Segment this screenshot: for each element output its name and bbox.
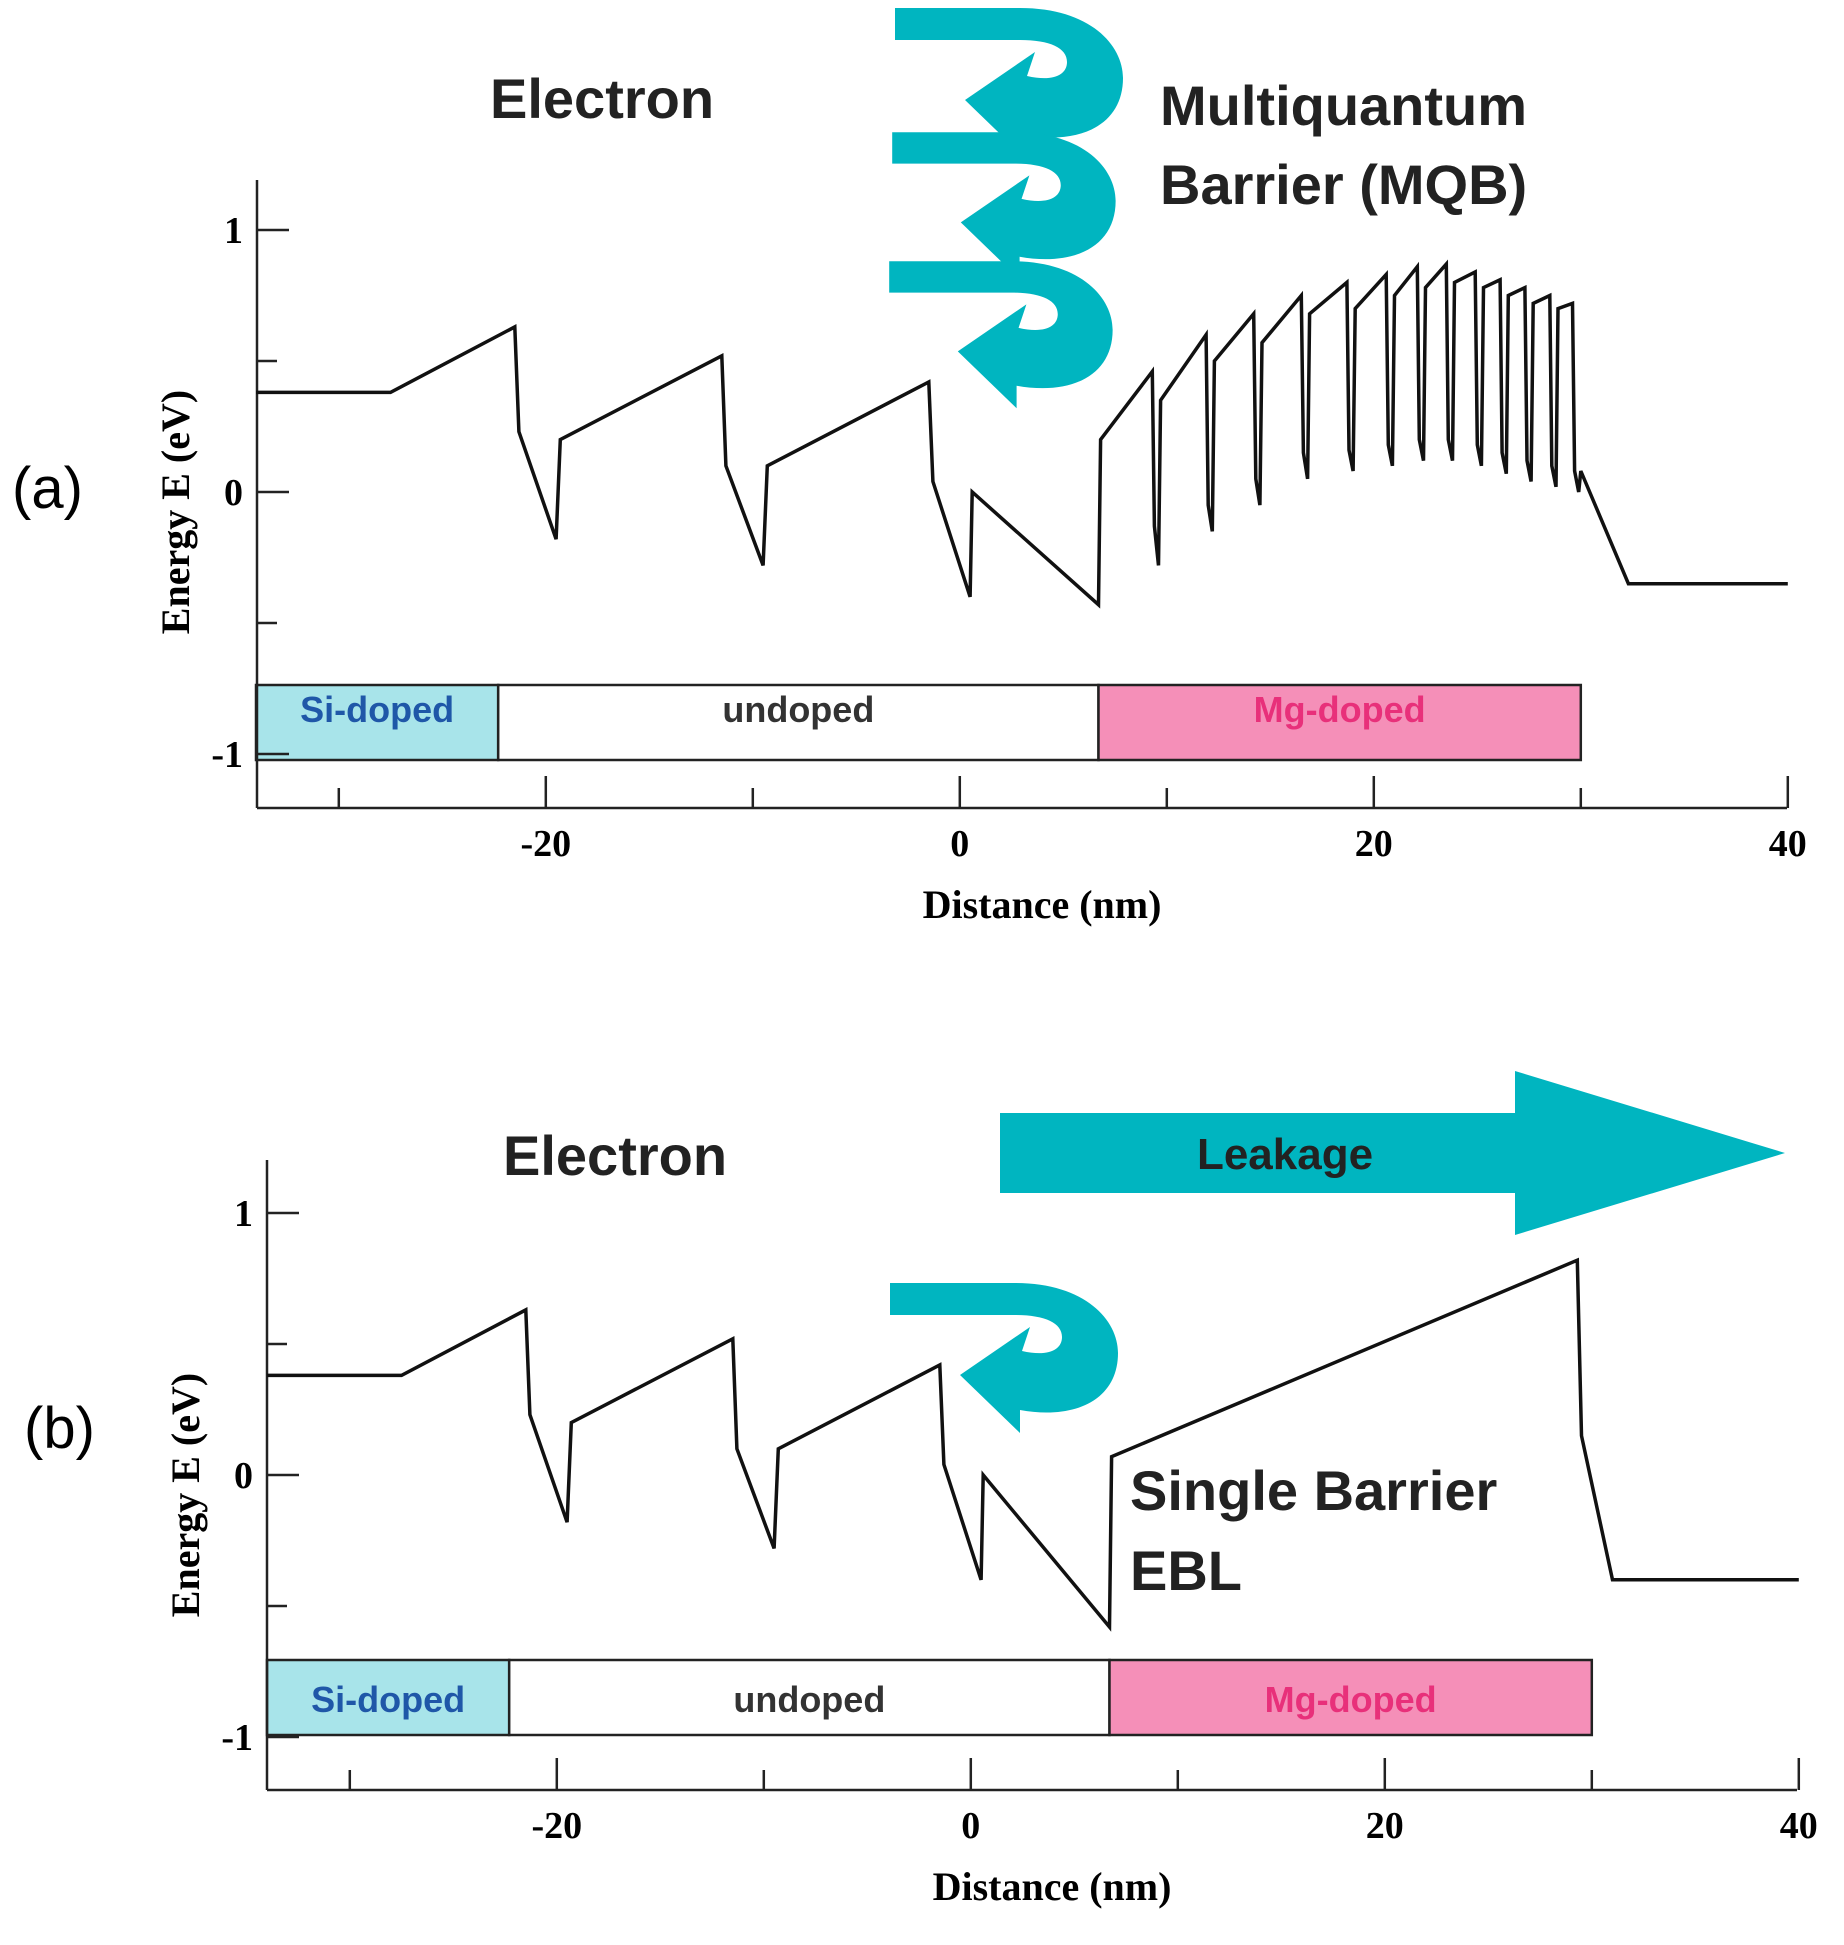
x-tick-label: 40 [1780,1805,1818,1847]
y-tick-label: 0 [224,472,243,514]
annotation-structure-line1: Single Barrier [1130,1459,1497,1522]
region-mg-doped [1097,683,1583,762]
x-tick-label: -20 [520,823,571,865]
reflection-arrow-icon-shape [892,132,1116,280]
x-tick-label: 20 [1366,1805,1404,1847]
x-tick-label: 40 [1769,823,1807,865]
reflection-arrow-icon [895,8,1123,158]
region-undoped [496,683,1100,762]
annotation-structure-line2: Barrier (MQB) [1160,153,1527,216]
annotation-electron: Electron [503,1124,727,1187]
panel-label: (a) [12,456,83,521]
annotation-electron: Electron [490,67,714,130]
region-label-si-doped: Si-doped [311,1679,465,1720]
annotation-structure-line1: Multiquantum [1160,74,1527,137]
y-tick-label: -1 [211,734,243,776]
panel-b: Si-doped undoped Mg-doped -20 0 20 40 1 0 -1 Dista… [24,1071,1818,1909]
reflection-arrow-icon-shape [895,8,1123,158]
region-mg-doped [1108,1658,1594,1737]
x-tick-label: -20 [531,1805,582,1847]
annotation-leakage: Leakage [1197,1130,1373,1179]
region-label-mg-doped: Mg-doped [1254,689,1426,730]
region-label-mg-doped: Mg-doped [1265,1679,1437,1720]
region-label-undoped: undoped [722,689,874,730]
region-si-doped [265,1658,511,1737]
panel-label: (b) [24,1396,95,1461]
y-tick-label: 0 [234,1455,253,1497]
y-tick-label: 1 [234,1193,253,1235]
region-si-doped [254,683,500,762]
reflection-arrow-icon [892,132,1116,280]
x-tick-label: 0 [950,823,969,865]
y-tick-label: -1 [221,1717,253,1759]
panel-a: Si-doped undoped Mg-doped -20 0 20 40 1 0 -1 Dista… [12,8,1807,927]
x-tick-label: 20 [1355,823,1393,865]
y-axis-title: Energy E (eV) [163,1373,208,1617]
annotation-structure-line2: EBL [1130,1539,1242,1602]
reflection-arrow-icon-shape [889,261,1113,409]
x-axis-title: Distance (nm) [923,882,1162,927]
reflection-arrow-icon-shape [890,1283,1118,1433]
y-axis-title: Energy E (eV) [153,390,198,634]
region-label-si-doped: Si-doped [300,689,454,730]
x-tick-label: 0 [961,1805,980,1847]
leakage-arrow-icon [1000,1071,1785,1235]
series-line-conduction-band [267,1257,1799,1632]
reflection-arrow-icon [889,261,1113,409]
series-line-conduction-band [256,259,1788,609]
x-axis-title: Distance (nm) [933,1864,1172,1909]
y-tick-label: 1 [224,210,243,252]
region-label-undoped: undoped [733,1679,885,1720]
reflection-arrow-icon [890,1283,1118,1433]
